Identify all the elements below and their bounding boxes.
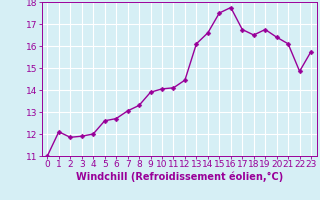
- X-axis label: Windchill (Refroidissement éolien,°C): Windchill (Refroidissement éolien,°C): [76, 172, 283, 182]
